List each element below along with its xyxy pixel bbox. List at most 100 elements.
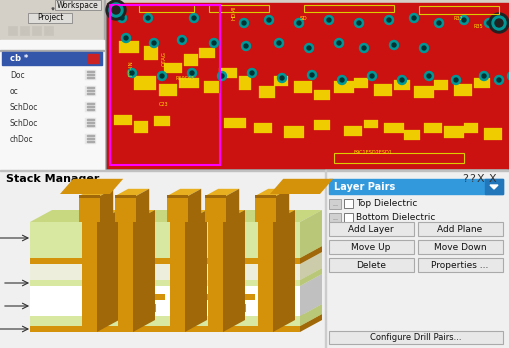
Circle shape (370, 74, 374, 78)
Text: Properties ...: Properties ... (431, 261, 489, 269)
Circle shape (325, 16, 333, 24)
Polygon shape (223, 210, 245, 332)
Bar (404, 130, 420, 140)
Text: R35: R35 (474, 24, 484, 29)
Polygon shape (300, 268, 322, 286)
Bar (314, 90, 330, 100)
Bar (119, 41, 139, 53)
FancyBboxPatch shape (329, 213, 341, 223)
Circle shape (497, 78, 501, 82)
Polygon shape (490, 185, 498, 189)
Bar (199, 48, 215, 58)
Circle shape (192, 16, 196, 20)
Text: SchDoc: SchDoc (10, 119, 38, 127)
Bar (167, 195, 188, 198)
Bar (334, 81, 354, 93)
Text: SchDoc: SchDoc (10, 103, 38, 111)
Polygon shape (30, 210, 322, 222)
Text: Doc: Doc (10, 71, 24, 79)
FancyBboxPatch shape (329, 199, 341, 209)
Bar (0, 0, 509, 12)
Bar (274, 76, 288, 86)
Bar (0, 170, 509, 348)
Polygon shape (30, 274, 322, 286)
Circle shape (337, 76, 347, 85)
Bar (325, 170, 507, 348)
Bar (87, 90, 94, 91)
Bar (87, 106, 94, 107)
Circle shape (241, 41, 250, 50)
Text: Add Layer: Add Layer (348, 224, 394, 234)
Circle shape (118, 14, 127, 23)
Circle shape (389, 40, 399, 49)
Text: Top Dielectric: Top Dielectric (356, 199, 417, 208)
Polygon shape (300, 252, 322, 280)
Circle shape (310, 73, 314, 77)
Bar (255, 195, 276, 198)
Bar (87, 103, 94, 104)
Circle shape (327, 18, 331, 22)
Bar (474, 78, 490, 88)
FancyBboxPatch shape (55, 0, 101, 10)
Bar (178, 294, 213, 300)
Circle shape (160, 74, 164, 78)
Polygon shape (115, 189, 149, 196)
Circle shape (482, 74, 486, 78)
Bar (159, 84, 177, 96)
Circle shape (357, 21, 361, 25)
Circle shape (297, 21, 301, 25)
Bar (294, 81, 312, 93)
Bar (258, 222, 273, 332)
Circle shape (359, 44, 369, 53)
Polygon shape (185, 210, 207, 332)
Bar (88, 54, 98, 63)
Polygon shape (60, 179, 123, 194)
Circle shape (180, 38, 184, 42)
Polygon shape (276, 189, 289, 222)
Circle shape (507, 71, 509, 80)
Bar (255, 196, 276, 222)
Bar (454, 84, 472, 96)
Circle shape (340, 78, 344, 82)
Bar (219, 68, 237, 78)
Bar (167, 196, 188, 222)
Bar (87, 141, 94, 142)
Circle shape (277, 73, 287, 82)
Bar (220, 294, 255, 300)
Circle shape (217, 71, 227, 80)
Circle shape (120, 16, 124, 20)
Bar (115, 196, 136, 222)
Bar (224, 118, 246, 128)
Text: R32: R32 (454, 16, 464, 21)
Bar (170, 222, 185, 332)
Bar (329, 179, 503, 194)
Bar (87, 74, 94, 75)
Polygon shape (79, 189, 113, 196)
Bar (30, 316, 300, 326)
Bar (304, 5, 394, 12)
Bar (134, 76, 156, 90)
Bar (30, 258, 300, 264)
Circle shape (178, 35, 186, 45)
Text: Move Down: Move Down (434, 243, 486, 252)
Bar (85, 294, 120, 300)
Text: ...: ... (332, 215, 338, 221)
Circle shape (130, 71, 134, 75)
Polygon shape (300, 314, 322, 332)
Bar (424, 123, 442, 133)
Bar (205, 195, 226, 198)
Text: X: X (477, 174, 485, 184)
Polygon shape (270, 179, 333, 194)
Bar (209, 5, 269, 12)
Circle shape (454, 78, 458, 82)
Circle shape (307, 71, 317, 79)
Circle shape (307, 46, 311, 50)
Bar (364, 120, 378, 128)
FancyBboxPatch shape (329, 222, 414, 236)
Circle shape (220, 74, 224, 78)
Bar (0, 12, 509, 13)
Bar (314, 120, 330, 130)
Bar (30, 264, 300, 280)
Circle shape (451, 76, 461, 85)
Bar (419, 6, 499, 14)
